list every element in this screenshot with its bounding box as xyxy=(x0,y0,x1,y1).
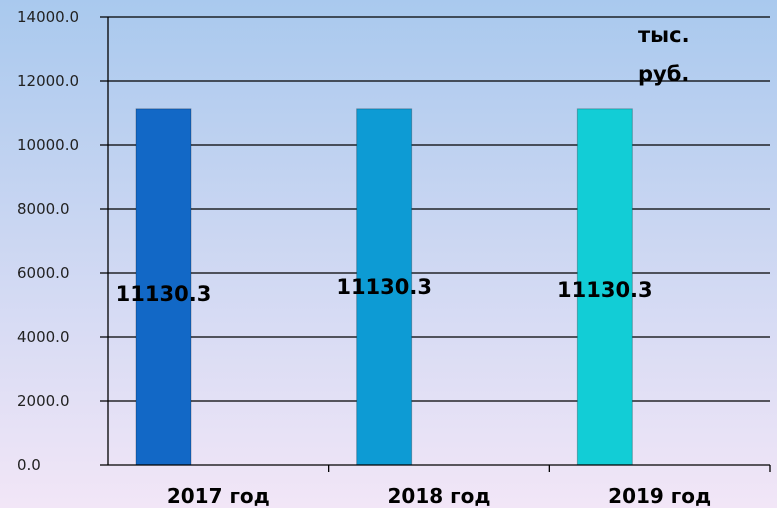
unit-label: тыс. руб. xyxy=(638,23,690,86)
x-tick-label: 2018 год xyxy=(388,484,491,508)
unit-label-line-2: руб. xyxy=(638,62,689,86)
y-tick-label: 4000.0 xyxy=(17,328,70,346)
gridlines xyxy=(100,16,770,402)
y-tick-label: 2000.0 xyxy=(17,392,70,410)
bar xyxy=(356,108,413,466)
y-tick-label: 0.0 xyxy=(17,456,41,474)
data-label: 11130.3 xyxy=(116,282,212,306)
x-tick-labels: 2017 год 2018 год 2019 год xyxy=(167,484,711,508)
bar xyxy=(135,108,192,466)
axes xyxy=(100,17,771,472)
data-labels: 11130.3 11130.3 11130.3 xyxy=(116,275,653,306)
x-tick-label: 2019 год xyxy=(608,484,711,508)
y-tick-label: 14000.0 xyxy=(17,8,79,26)
y-tick-label: 12000.0 xyxy=(17,72,79,90)
data-label: 11130.3 xyxy=(557,278,653,302)
y-tick-label: 6000.0 xyxy=(17,264,70,282)
x-tick-label: 2017 год xyxy=(167,484,270,508)
y-tick-label: 8000.0 xyxy=(17,200,70,218)
y-tick-labels: 0.0 2000.0 4000.0 6000.0 8000.0 10000.0 12000.… xyxy=(17,8,79,474)
unit-label-line-1: тыс. xyxy=(638,23,690,47)
data-label: 11130.3 xyxy=(336,275,432,299)
y-tick-label: 10000.0 xyxy=(17,136,79,154)
